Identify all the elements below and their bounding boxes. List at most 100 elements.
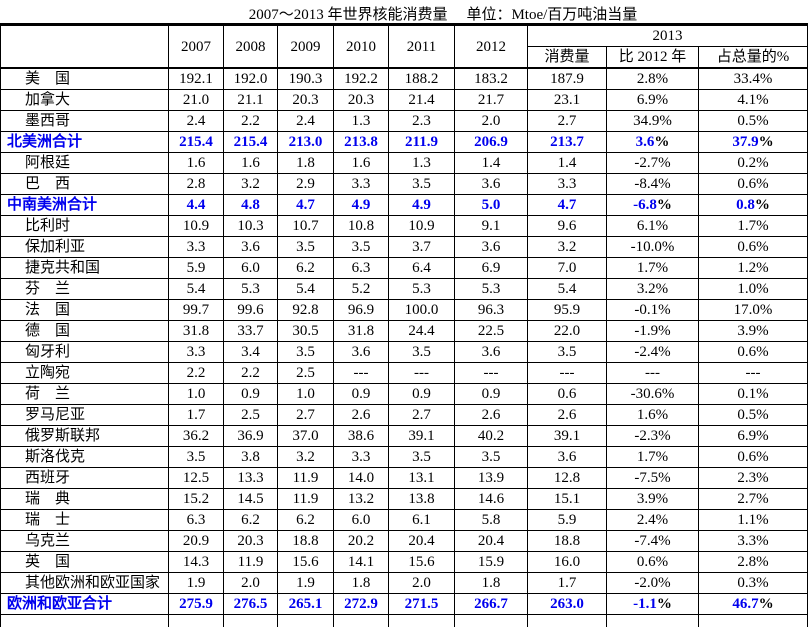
value-cell: 1.4 — [455, 153, 528, 174]
year-column-header: 2011 — [389, 25, 455, 69]
value-cell: 2.4% — [607, 510, 699, 531]
nuclear-consumption-table: 2007 2008 2009 2010 2011 2012 2013 消费量 比… — [0, 23, 808, 627]
value-cell: 2.0 — [389, 573, 455, 594]
value-cell: --- — [699, 363, 808, 384]
value-cell: --- — [389, 363, 455, 384]
value-cell: 3.5 — [334, 237, 389, 258]
value-cell: 3.7 — [389, 237, 455, 258]
value-cell: 11.9 — [224, 552, 278, 573]
region-name-cell: 芬 兰 — [1, 279, 169, 300]
value-cell: 0.6% — [699, 237, 808, 258]
value-cell: 1.7% — [607, 447, 699, 468]
value-cell: 1.9 — [169, 573, 224, 594]
value-cell: 1.8 — [455, 573, 528, 594]
clipped-row — [1, 615, 808, 627]
value-cell: 3.6 — [455, 342, 528, 363]
clipped-cell — [455, 615, 528, 627]
value-cell: 215.4 — [224, 132, 278, 153]
value-cell: 7.0 — [528, 258, 607, 279]
value-cell: 1.6 — [334, 153, 389, 174]
consumption-column-header: 消费量 — [528, 47, 607, 69]
value-cell: 2.6 — [455, 405, 528, 426]
value-cell: 20.3 — [224, 531, 278, 552]
value-cell: 1.0 — [169, 384, 224, 405]
value-cell: 2.9 — [278, 174, 334, 195]
value-cell: 4.1% — [699, 90, 808, 111]
value-cell: 33.4% — [699, 68, 808, 90]
region-column-header — [1, 25, 169, 69]
value-cell: 15.6 — [389, 552, 455, 573]
value-cell: 192.0 — [224, 68, 278, 90]
value-cell: 100.0 — [389, 300, 455, 321]
value-cell: 3.9% — [607, 489, 699, 510]
value-cell: 11.9 — [278, 489, 334, 510]
value-cell: 2.3 — [389, 111, 455, 132]
value-cell: 271.5 — [389, 594, 455, 615]
value-cell: 13.8 — [389, 489, 455, 510]
value-cell: 5.8 — [455, 510, 528, 531]
value-cell: 4.9 — [334, 195, 389, 216]
percent-sign: % — [657, 197, 672, 213]
value-cell: 1.0 — [278, 384, 334, 405]
value-cell: 0.6% — [699, 342, 808, 363]
value-cell: 1.0% — [699, 279, 808, 300]
value-cell: 1.4 — [528, 153, 607, 174]
region-name-cell: 瑞 士 — [1, 510, 169, 531]
value-cell: 5.2 — [334, 279, 389, 300]
value-cell: 0.5% — [699, 405, 808, 426]
value-cell: 99.7 — [169, 300, 224, 321]
value-cell: 192.2 — [334, 68, 389, 90]
value-cell: 2.7 — [528, 111, 607, 132]
value-cell: 3.5 — [528, 342, 607, 363]
value-cell: 6.2 — [278, 258, 334, 279]
value-cell: 6.1 — [389, 510, 455, 531]
value-cell: -2.3% — [607, 426, 699, 447]
title-unit-text: 单位：Mtoe/百万吨油当量 — [466, 7, 637, 23]
value-cell: 5.3 — [389, 279, 455, 300]
value-cell: 2.3% — [699, 468, 808, 489]
value-cell: 13.9 — [455, 468, 528, 489]
value-cell: 265.1 — [278, 594, 334, 615]
region-name-cell: 俄罗斯联邦 — [1, 426, 169, 447]
value-cell: 4.9 — [389, 195, 455, 216]
value-cell: 3.3 — [169, 342, 224, 363]
value-cell: 20.3 — [278, 90, 334, 111]
vs-2012-column-header: 比 2012 年 — [607, 47, 699, 69]
value-cell: 0.9 — [389, 384, 455, 405]
value-cell: 2.4 — [169, 111, 224, 132]
value-cell: 17.0% — [699, 300, 808, 321]
value-cell: 21.0 — [169, 90, 224, 111]
value-cell: 2.7 — [389, 405, 455, 426]
value-cell: 0.9 — [334, 384, 389, 405]
value-cell: 6.9 — [455, 258, 528, 279]
value-cell: 276.5 — [224, 594, 278, 615]
value-cell: -1.1% — [607, 594, 699, 615]
value-cell: 215.4 — [169, 132, 224, 153]
region-name-cell: 其他欧洲和欧亚国家 — [1, 573, 169, 594]
value-cell: 22.5 — [455, 321, 528, 342]
value-cell: -30.6% — [607, 384, 699, 405]
clipped-cell — [389, 615, 455, 627]
value-cell: --- — [455, 363, 528, 384]
value-cell: 15.9 — [455, 552, 528, 573]
year-column-header: 2009 — [278, 25, 334, 69]
value-cell: 5.4 — [278, 279, 334, 300]
value-cell: 4.4 — [169, 195, 224, 216]
value-cell: -10.0% — [607, 237, 699, 258]
value-cell: 3.3% — [699, 531, 808, 552]
value-cell: 5.0 — [455, 195, 528, 216]
value-cell: 5.4 — [528, 279, 607, 300]
value-cell: --- — [607, 363, 699, 384]
value-cell: 3.5 — [389, 342, 455, 363]
value-cell: 3.8 — [224, 447, 278, 468]
percent-sign: % — [759, 596, 774, 612]
value-cell: 3.4 — [224, 342, 278, 363]
value-cell: 0.5% — [699, 111, 808, 132]
